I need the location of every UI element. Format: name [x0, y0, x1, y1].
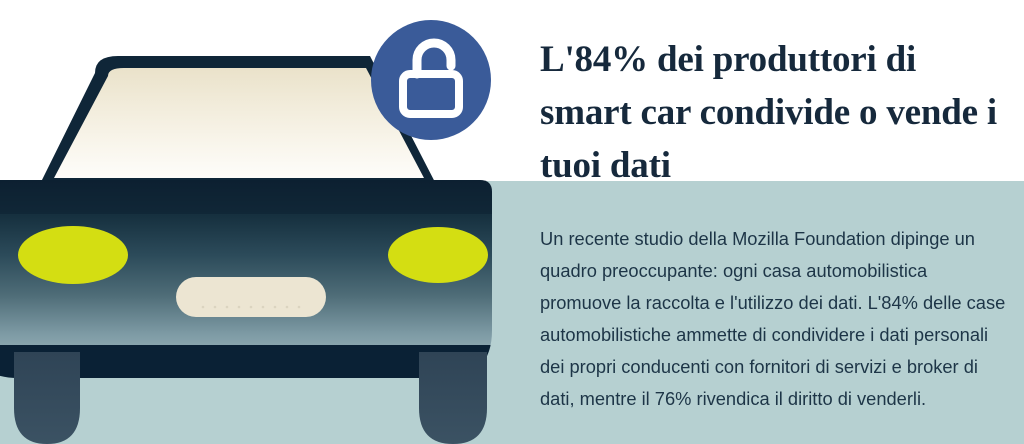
unlocked-padlock-icon — [412, 38, 456, 79]
page-title: L'84% dei produttori di smart car condiv… — [540, 38, 998, 186]
text-column: L'84% dei produttori di smart car condiv… — [520, 0, 1024, 444]
car-illustration — [0, 20, 520, 444]
unlocked-padlock-badge — [371, 20, 491, 140]
car-bumper — [0, 345, 492, 378]
wheel-right — [419, 352, 487, 444]
padlock-body — [399, 70, 463, 118]
headlight-right-icon — [388, 227, 488, 283]
car-grille — [176, 277, 326, 317]
windshield-glass — [54, 68, 424, 178]
badge-circle — [371, 20, 491, 140]
headlight-left-icon — [18, 226, 128, 284]
body-panel: Un recente studio della Mozilla Foundati… — [520, 181, 1024, 444]
headlights — [18, 226, 488, 284]
smart-car-graphic — [0, 56, 492, 444]
wheel-left — [14, 352, 80, 444]
car-wheels — [14, 352, 487, 444]
body-paragraph: Un recente studio della Mozilla Foundati… — [540, 228, 1006, 410]
